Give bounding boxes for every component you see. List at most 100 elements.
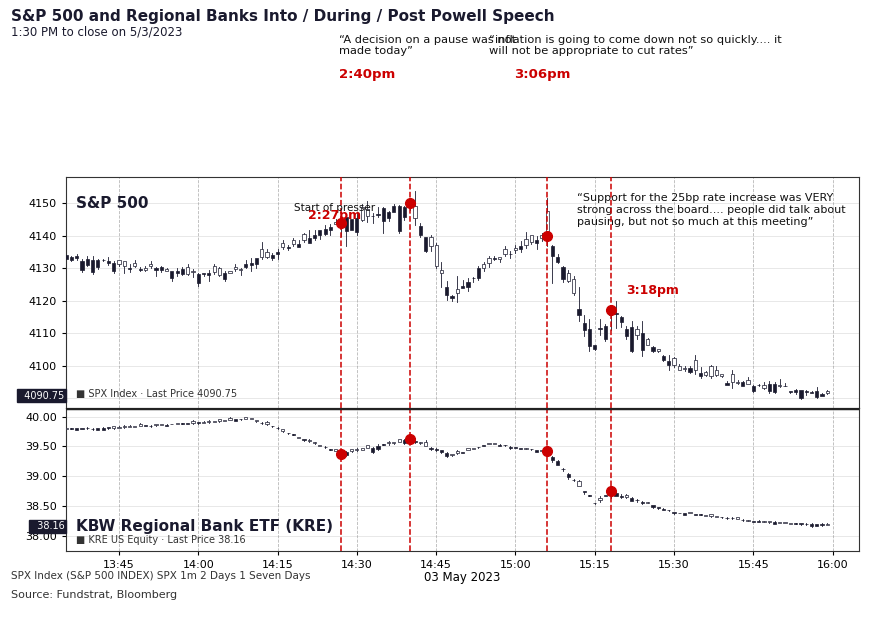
Bar [508,253,512,254]
Bar [397,206,401,231]
Bar [70,256,73,260]
Bar [614,492,618,496]
Bar [112,263,115,271]
Bar [503,249,507,254]
Bar [545,211,549,235]
Bar [233,266,237,269]
Bar [181,269,184,274]
Bar [297,244,300,247]
Bar [815,525,818,526]
Bar [138,268,142,270]
Bar [43,243,47,251]
Bar [218,420,221,421]
Bar [762,385,766,387]
Bar [392,206,396,211]
Bar [138,424,142,426]
Bar [424,237,427,251]
Bar [508,447,512,448]
Bar [825,523,829,525]
Bar [207,421,211,422]
Bar [799,391,803,398]
Bar [48,250,52,252]
Bar [366,445,369,448]
Bar [107,261,110,263]
Bar [709,367,713,376]
Bar [54,429,57,430]
Bar [334,449,337,451]
Bar [640,333,644,350]
Bar [392,442,396,443]
Bar [667,361,670,365]
Bar [540,450,544,451]
Bar [794,390,797,392]
Bar [609,309,612,315]
Bar [191,422,195,423]
Bar [514,248,517,249]
Bar [450,296,454,299]
Bar [455,289,459,294]
Bar [630,498,633,501]
Text: ■ SPX Index · Last Price 4090.75: ■ SPX Index · Last Price 4090.75 [76,389,237,399]
Bar [48,429,52,432]
Bar [640,502,644,503]
Bar [128,426,131,427]
Bar [350,449,353,451]
Bar [403,440,406,443]
Bar [54,253,57,254]
Bar [677,367,681,370]
Bar [535,241,538,242]
Bar [196,422,200,423]
X-axis label: 03 May 2023: 03 May 2023 [425,571,500,584]
Bar [307,439,311,441]
Bar [825,391,829,393]
Bar [165,425,168,426]
Bar [477,268,480,278]
Bar [376,446,380,449]
Bar [603,327,607,339]
Bar [588,329,591,346]
Text: Source: Fundstrat, Bloomberg: Source: Fundstrat, Bloomberg [11,590,177,600]
Bar [751,521,755,522]
Bar [165,269,168,271]
Bar [815,391,818,398]
Bar [149,425,152,427]
Bar [799,523,803,524]
Bar [551,457,554,460]
Bar [614,313,618,314]
Text: S&P 500: S&P 500 [76,196,148,211]
Bar [218,268,221,275]
Bar [598,498,602,500]
Bar [228,418,232,420]
Bar [736,517,739,518]
Bar [672,358,676,365]
Bar [683,513,686,515]
Bar [688,368,692,372]
Bar [699,373,702,376]
Bar [355,218,359,232]
Bar [498,257,501,259]
Bar [323,229,327,234]
Bar [144,268,147,270]
Bar [704,372,707,375]
Bar [535,450,538,452]
Bar [720,374,723,377]
Bar [265,252,269,257]
Bar [318,445,322,446]
Bar [265,422,269,424]
Bar [360,206,364,220]
Text: SPX Index (S&P 500 INDEX) SPX 1m 2 Days 1 Seven Days: SPX Index (S&P 500 INDEX) SPX 1m 2 Days … [11,571,310,581]
Bar [773,522,776,523]
Bar [725,383,729,385]
Bar [302,439,306,441]
Bar [75,256,78,258]
Bar [239,269,242,270]
Text: 3:18pm: 3:18pm [626,284,679,297]
Bar [424,442,427,446]
Bar [255,258,258,264]
Bar [302,234,306,240]
Text: “A decision on a pause was not
made today”: “A decision on a pause was not made toda… [339,35,516,56]
Bar [344,217,348,232]
Bar [445,287,448,294]
Bar [603,495,607,496]
Bar [122,426,126,427]
